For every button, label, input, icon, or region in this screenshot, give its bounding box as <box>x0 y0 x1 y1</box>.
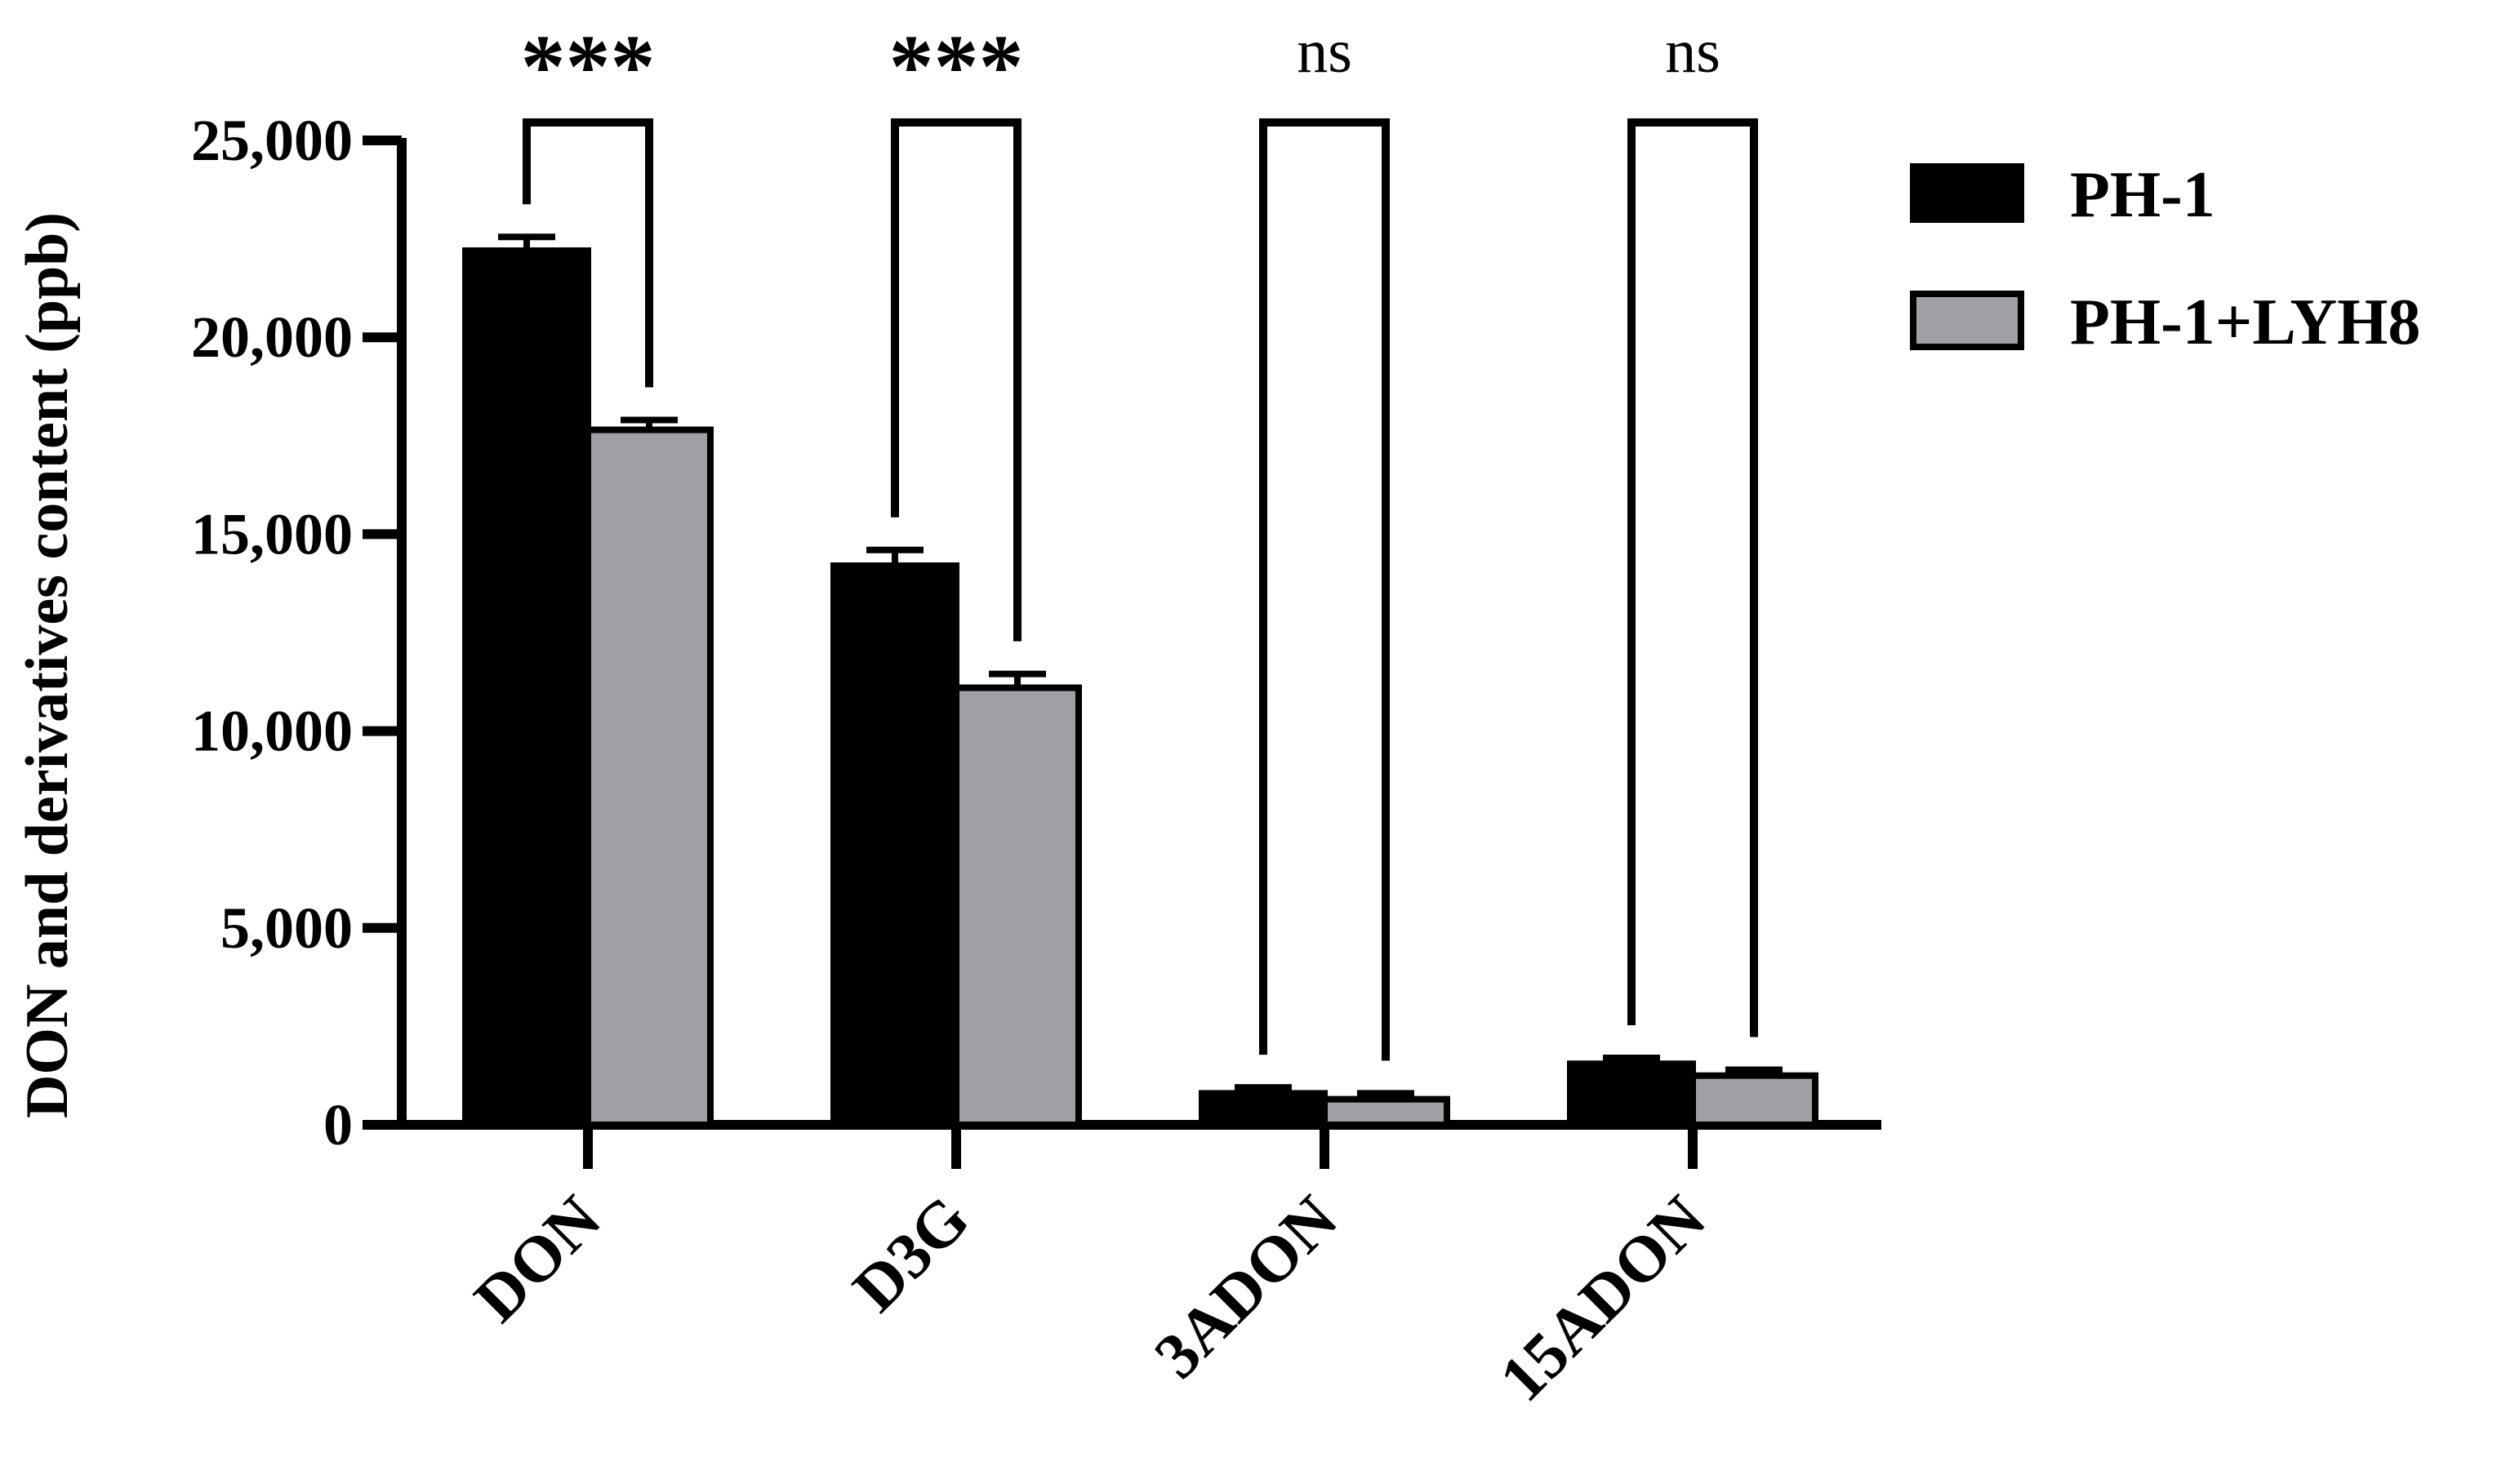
x-tick-label: DON <box>461 1183 615 1336</box>
x-tick-label: 15ADON <box>1486 1183 1719 1415</box>
significance-label: ns <box>1297 17 1352 86</box>
legend-swatch <box>1910 163 2024 223</box>
x-tick-label: D3G <box>839 1183 982 1326</box>
significance-label: *** <box>521 16 656 116</box>
bar-ph-1-lyh8-15adon <box>1689 1072 1818 1128</box>
y-tick-label: 15,000 <box>191 501 353 566</box>
legend-swatch <box>1910 291 2024 350</box>
y-tick-label: 5,000 <box>220 895 353 961</box>
bar-ph-1-lyh8-d3g <box>953 684 1082 1128</box>
bar-ph-1-lyh8-3adon <box>1321 1095 1450 1129</box>
significance-label: *** <box>889 16 1024 116</box>
bar-ph-1-lyh8-don <box>585 426 714 1128</box>
bar-ph-1-don <box>462 247 591 1128</box>
bar-ph-1-3adon <box>1199 1090 1328 1128</box>
significance-bracket <box>1259 118 1390 1061</box>
y-tick-label: 25,000 <box>191 108 353 173</box>
y-tick-label: 0 <box>323 1092 353 1157</box>
y-tick-label: 10,000 <box>191 699 353 764</box>
significance-bracket <box>891 118 1022 642</box>
bar-ph-1-15adon <box>1567 1060 1696 1129</box>
y-axis-title: DON and derivatives content (ppb) <box>14 212 81 1118</box>
significance-bracket <box>523 118 653 388</box>
significance-label: ns <box>1665 17 1720 86</box>
bar-ph-1-d3g <box>830 562 959 1128</box>
legend-label: PH-1+LYH8 <box>2070 287 2420 358</box>
legend-label: PH-1 <box>2070 159 2215 231</box>
y-tick-label: 20,000 <box>191 304 353 370</box>
x-tick-label: 3ADON <box>1142 1183 1351 1393</box>
significance-bracket <box>1627 118 1758 1037</box>
